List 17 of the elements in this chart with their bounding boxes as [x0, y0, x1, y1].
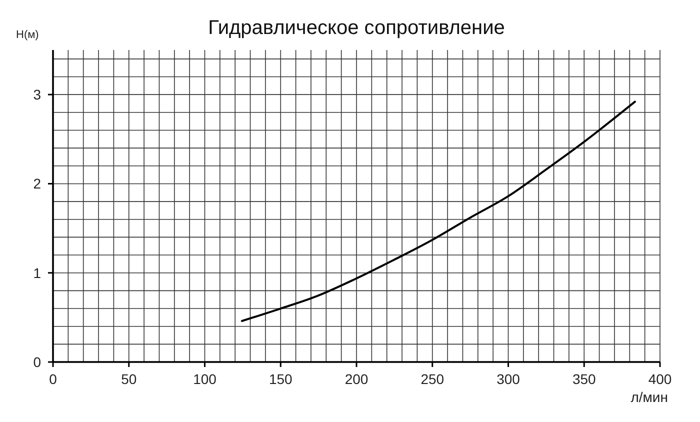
- y-tick-label: 0: [33, 354, 42, 370]
- y-tick-label: 3: [33, 86, 42, 103]
- x-tick-label: 400: [648, 371, 672, 387]
- chart-title: Гидравлическое сопротивление: [208, 17, 505, 39]
- x-tick-label: 0: [49, 371, 58, 387]
- x-tick-label: 50: [121, 371, 137, 387]
- x-tick-label: 100: [193, 371, 217, 387]
- line-series: [240, 100, 636, 322]
- x-axis-title: л/мин: [630, 389, 668, 405]
- x-tick-label: 300: [496, 371, 520, 387]
- x-tick-label: 250: [420, 371, 444, 387]
- x-tick-label: 350: [572, 371, 596, 387]
- y-tick-label: 1: [33, 264, 42, 281]
- y-tick-label: 2: [33, 176, 42, 192]
- y-axis-title: H(м): [16, 29, 39, 41]
- x-tick-label: 200: [344, 371, 368, 387]
- x-tick-label: 150: [268, 371, 293, 387]
